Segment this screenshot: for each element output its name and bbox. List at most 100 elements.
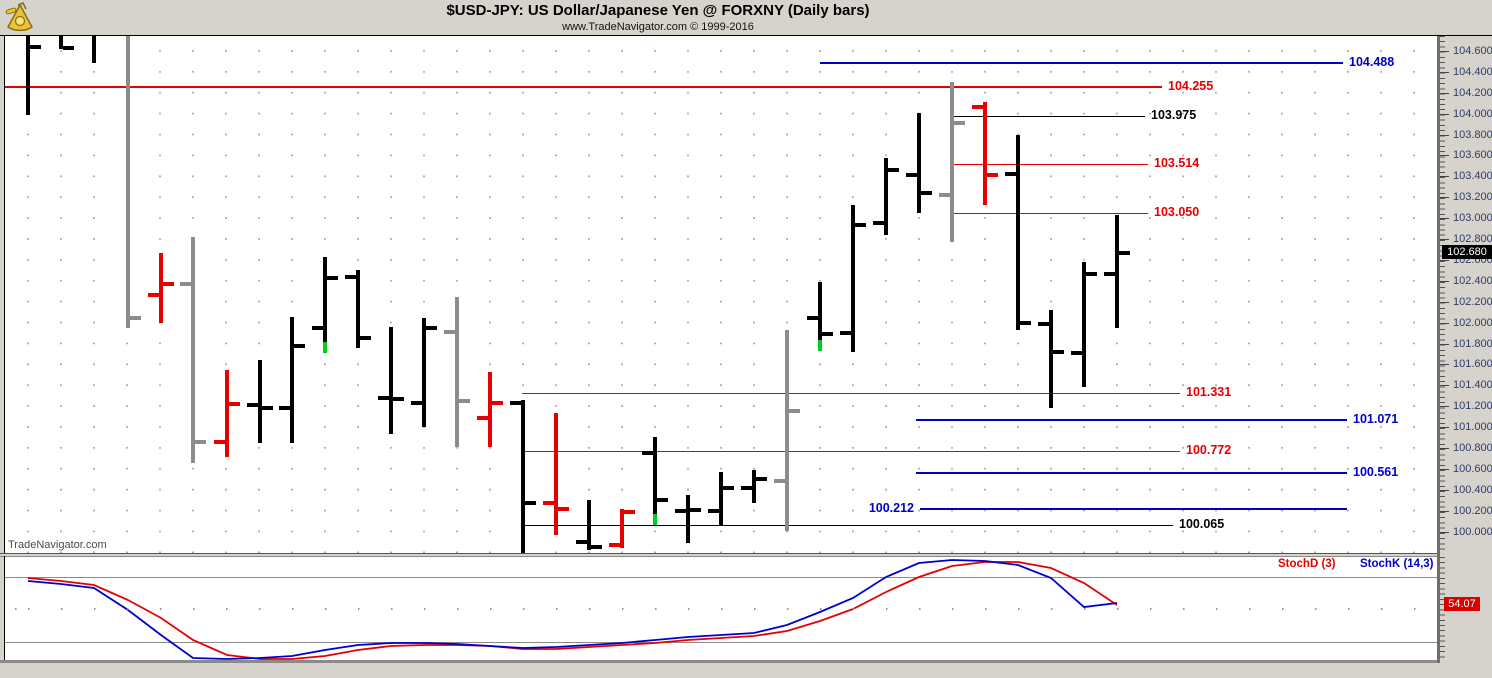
price-level-line[interactable] (916, 419, 1347, 421)
price-axis-label: 102.200 (1453, 296, 1492, 308)
ohlc-bar (191, 237, 195, 463)
stochastic-plot-layer (5, 556, 1437, 660)
price-panel-bottom-border (0, 553, 1437, 554)
price-axis-label: 100.000 (1453, 526, 1492, 538)
tradenavigator-logo-icon[interactable] (4, 1, 36, 33)
ohlc-bar (719, 472, 723, 526)
stochastic-axis-ruler (1440, 557, 1445, 660)
last-price-badge: 102.680 (1442, 245, 1492, 259)
swing-low-marker (818, 340, 822, 351)
price-axis-major-tick (1440, 448, 1449, 449)
price-axis-label: 103.400 (1453, 170, 1492, 182)
ohlc-open-tick (411, 401, 422, 405)
ohlc-bar (92, 36, 96, 63)
ohlc-close-tick (130, 316, 141, 320)
ohlc-close-tick (1119, 251, 1130, 255)
ohlc-close-tick (1020, 321, 1031, 325)
ohlc-open-tick (873, 221, 884, 225)
ohlc-open-tick (510, 401, 521, 405)
price-level-line[interactable] (522, 393, 1180, 394)
price-axis-label: 100.800 (1453, 442, 1492, 454)
stochastic-gridline (5, 577, 1437, 578)
ohlc-bar (1049, 310, 1053, 408)
ohlc-open-tick (675, 509, 686, 513)
ohlc-close-tick (921, 191, 932, 195)
price-axis-major-tick (1440, 239, 1449, 240)
price-axis-major-tick (1440, 260, 1449, 261)
price-level-line[interactable] (820, 62, 1343, 64)
ohlc-open-tick (708, 509, 719, 513)
ohlc-open-tick (906, 173, 917, 177)
ohlc-close-tick (624, 510, 635, 514)
ohlc-bar (290, 317, 294, 443)
ohlc-bar (26, 36, 30, 115)
price-axis-label: 103.000 (1453, 212, 1492, 224)
price-axis-label: 101.400 (1453, 379, 1492, 391)
ohlc-close-tick (327, 276, 338, 280)
stochastic-lines (27, 559, 1118, 660)
price-panel[interactable]: 104.488 104.255 103.975 103.514 103.050 101.3… (5, 36, 1437, 553)
price-level-label: 100.561 (1353, 465, 1399, 479)
ohlc-bar (851, 205, 855, 352)
price-axis[interactable]: 104.600 104.400 104.200 104.000 103.800 103.6… (1440, 36, 1492, 553)
price-axis-label: 104.000 (1453, 108, 1492, 120)
stochd-legend-label[interactable]: StochD (3) (1278, 558, 1336, 570)
price-level-label: 100.772 (1186, 443, 1232, 457)
ohlc-close-tick (591, 545, 602, 549)
price-plot-layer: 104.488 104.255 103.975 103.514 103.050 101.3… (5, 36, 1437, 553)
price-axis-major-tick (1440, 323, 1449, 324)
chart-title-bar: $USD-JPY: US Dollar/Japanese Yen @ FORXN… (0, 0, 1492, 36)
price-level-line[interactable] (522, 451, 1180, 452)
ohlc-open-tick (477, 416, 488, 420)
ohlc-close-tick (229, 402, 240, 406)
price-panel-left-border (4, 36, 5, 553)
ohlc-close-tick (360, 336, 371, 340)
ohlc-bar (159, 253, 163, 323)
ohlc-bar (488, 372, 492, 447)
date-axis: Aug-16Sep-16 (0, 663, 1492, 678)
price-level-label: 100.212 (868, 501, 914, 515)
ohlc-close-tick (888, 168, 899, 172)
ohlc-close-tick (63, 46, 74, 50)
stochk-legend-label[interactable]: StochK (14,3) (1360, 558, 1434, 570)
ohlc-bar (686, 495, 690, 543)
stochastic-panel-bottom-border (0, 660, 1440, 663)
price-axis-label: 100.200 (1453, 505, 1492, 517)
ohlc-bar (620, 509, 624, 548)
ohlc-open-tick (741, 486, 752, 490)
ohlc-bar (554, 413, 558, 535)
price-axis-label: 101.800 (1453, 338, 1492, 350)
price-level-line[interactable] (525, 525, 1173, 526)
ohlc-bar (950, 82, 954, 242)
stochastic-value-badge: 54.07 (1444, 597, 1480, 611)
ohlc-bar (1016, 135, 1020, 330)
stochastic-panel-left-border (4, 556, 5, 660)
price-level-line[interactable] (952, 164, 1148, 165)
ohlc-open-tick (1005, 172, 1016, 176)
ohlc-bar (587, 500, 591, 550)
price-level-line[interactable] (952, 213, 1148, 214)
ohlc-bar (258, 360, 262, 443)
chart-title: $USD-JPY: US Dollar/Japanese Yen @ FORXN… (446, 2, 870, 19)
ohlc-close-tick (756, 477, 767, 481)
price-level-line[interactable] (952, 116, 1145, 117)
ohlc-bar (917, 113, 921, 213)
price-axis-major-tick (1440, 406, 1449, 407)
ohlc-open-tick (148, 293, 159, 297)
price-axis-major-tick (1440, 135, 1449, 136)
price-axis-major-tick (1440, 218, 1449, 219)
price-level-line[interactable] (5, 86, 1162, 88)
price-level-line[interactable] (916, 472, 1347, 474)
price-axis-major-tick (1440, 427, 1449, 428)
ohlc-close-tick (657, 498, 668, 502)
ohlc-close-tick (789, 409, 800, 413)
price-axis-label: 104.400 (1453, 66, 1492, 78)
price-axis-major-tick (1440, 281, 1449, 282)
ohlc-open-tick (1071, 351, 1082, 355)
price-level-line[interactable] (920, 508, 1347, 510)
stochastic-panel-top-border (0, 556, 1437, 557)
price-axis-major-tick (1440, 72, 1449, 73)
stochastic-line-d (27, 561, 1118, 660)
ohlc-close-tick (262, 406, 273, 410)
ohlc-open-tick (444, 330, 455, 334)
